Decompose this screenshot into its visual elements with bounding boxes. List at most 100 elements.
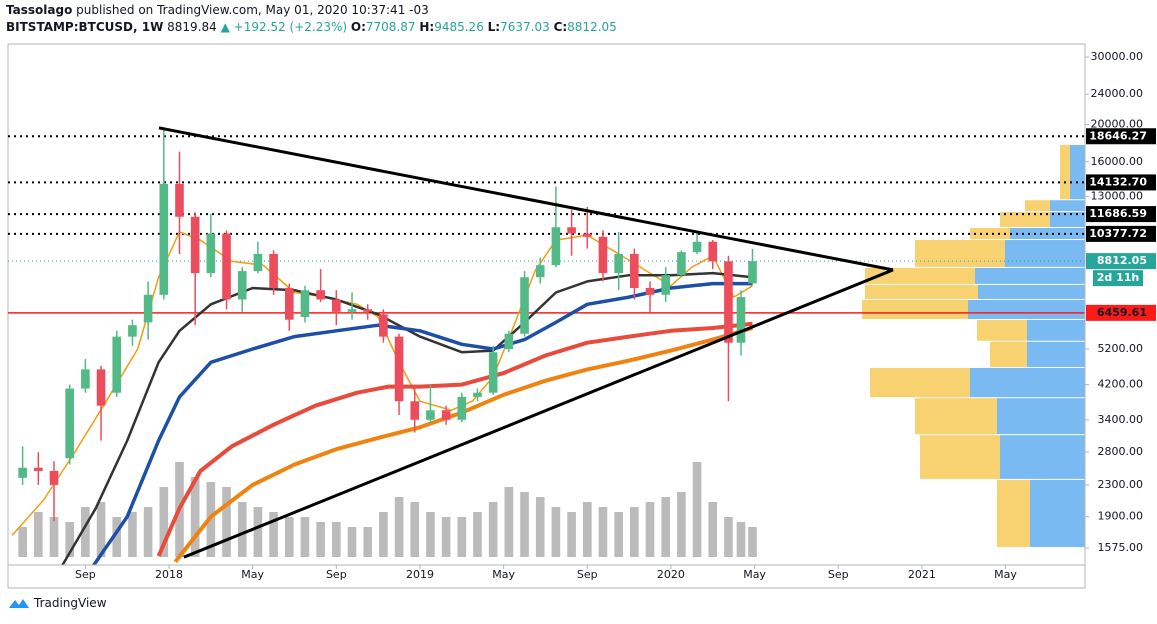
volume-bar (394, 497, 404, 557)
candle-body (159, 183, 169, 295)
y-tick-label: 4200.00 (1098, 378, 1144, 391)
candle-body (175, 183, 184, 217)
candle-body (49, 471, 59, 485)
x-tick-label: Sep (577, 568, 598, 581)
candle-body (18, 467, 27, 478)
candle-body (488, 352, 498, 393)
volume-bar (18, 527, 27, 557)
volume-bar (269, 512, 278, 557)
candle-body (520, 277, 529, 334)
x-tick-label: May (492, 568, 515, 581)
candle-body (81, 369, 90, 389)
profile-up (977, 319, 1027, 341)
candle-body (598, 236, 608, 274)
volume-bar (535, 497, 545, 557)
candle-body (206, 233, 216, 274)
candle-body (222, 233, 231, 300)
profile-up (1025, 200, 1050, 212)
volume-bar (81, 507, 90, 557)
candle-body (190, 216, 200, 274)
volume-bar (441, 517, 451, 557)
ma-line (11, 231, 753, 536)
level-label: 10377.72 (1089, 227, 1147, 240)
candle-body (630, 253, 639, 288)
y-tick-label: 16000.00 (1091, 155, 1144, 168)
profile-up (970, 228, 1010, 240)
volume-bar (284, 517, 294, 557)
profile-down (1030, 479, 1085, 547)
candle-body (332, 299, 341, 312)
candle-body (34, 467, 43, 472)
level-label-box (1086, 128, 1156, 145)
y-tick-label: 1900.00 (1098, 510, 1144, 523)
candle-body (457, 396, 467, 420)
volume-bar (410, 502, 420, 557)
volume-bar (457, 517, 467, 557)
volume-bar (473, 512, 482, 557)
volume-bar (379, 512, 388, 557)
brand: TradingView (34, 596, 107, 610)
candle-body (379, 314, 388, 337)
profile-up (1060, 144, 1070, 200)
trend-line (158, 126, 894, 272)
low: 7637.03 (500, 20, 550, 34)
candle-body (736, 297, 746, 343)
y-tick-label: 20000.00 (1091, 118, 1144, 131)
volume-bar (347, 527, 357, 557)
ma-line (156, 321, 753, 557)
volume-bar (143, 507, 153, 557)
profile-down (970, 367, 1085, 398)
volume-bar (551, 507, 561, 557)
y-tick-label: 30000.00 (1091, 50, 1144, 63)
close: 8812.05 (567, 20, 617, 34)
footer: TradingView (8, 596, 107, 610)
profile-up (865, 267, 975, 284)
level-label: 11686.59 (1089, 207, 1147, 220)
x-tick-label: Sep (828, 568, 849, 581)
x-tick-label: 2018 (155, 568, 183, 581)
candle-body (441, 410, 451, 420)
volume-bar (363, 527, 373, 557)
profile-up (997, 479, 1030, 547)
volume-bar (736, 522, 746, 557)
candle-body (473, 392, 482, 397)
level-label: 18646.27 (1089, 129, 1147, 142)
profile-up (915, 398, 997, 435)
volume-bar (677, 492, 686, 557)
volume-bar (128, 512, 137, 557)
author: Tassolago (6, 3, 73, 17)
countdown-box (1093, 270, 1143, 287)
logo (9, 599, 29, 608)
profile-down (968, 299, 1085, 319)
ma-line (92, 281, 753, 565)
candle-body (410, 401, 420, 420)
x-tick-label: May (241, 568, 264, 581)
arrow: ▲ (220, 20, 230, 34)
plot-area (8, 126, 1085, 565)
volume-bar (237, 502, 247, 557)
profile-down (1070, 144, 1085, 200)
candle-body (363, 309, 373, 312)
open: 7708.87 (365, 20, 416, 34)
candle-body (582, 233, 592, 237)
candle-body (661, 275, 671, 295)
x-tick-label: 2021 (908, 568, 936, 581)
x-tick-label: May (994, 568, 1017, 581)
volume-bar (748, 527, 757, 557)
h-label: H: (419, 20, 435, 34)
candle-body (504, 333, 514, 349)
profile-down (1000, 435, 1085, 479)
candle-body (96, 369, 106, 406)
volume-bar (614, 512, 623, 557)
candle-body (65, 388, 75, 459)
level-label-box (1086, 174, 1156, 191)
profile-up (862, 299, 968, 319)
volume-bar (520, 492, 529, 557)
profile-up (990, 341, 1027, 367)
volume-bar (488, 502, 498, 557)
profile-down (978, 284, 1085, 299)
candle-body (724, 261, 733, 343)
candle-body (112, 336, 122, 393)
x-tick-label: Sep (75, 568, 96, 581)
